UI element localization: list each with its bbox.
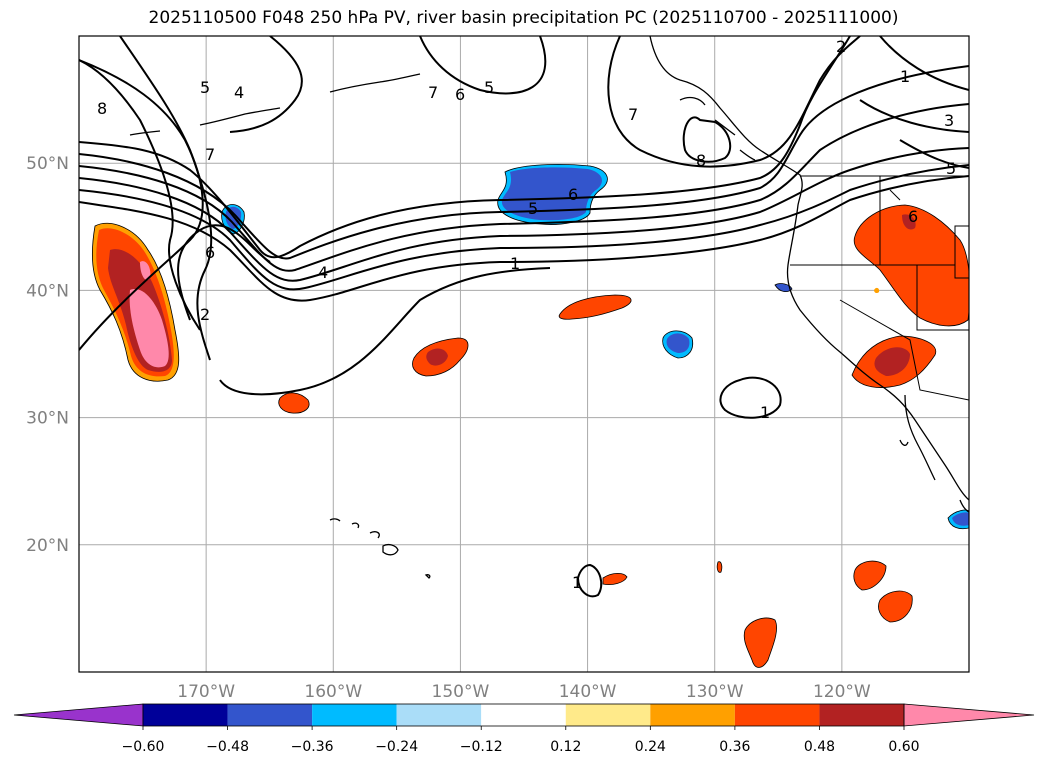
- colorbar-over-extension: [903, 703, 1035, 727]
- coastlines: [129, 36, 969, 579]
- contour-label: 6: [908, 207, 918, 226]
- contour-label: 8: [97, 99, 107, 118]
- contour-label: 1: [510, 254, 520, 273]
- longitude-label: 140°W: [559, 682, 617, 702]
- colorbar-tick-label: 0.36: [719, 739, 750, 755]
- latitude-label: 20°N: [26, 536, 69, 556]
- latitude-label: 50°N: [26, 154, 69, 174]
- contour-label: 5: [484, 78, 494, 97]
- latitude-labels: 20°N 30°N 40°N 50°N: [26, 154, 69, 556]
- contour-label: 6: [205, 243, 215, 262]
- contour-label: 7: [428, 83, 438, 102]
- precip-blob-small-1: [278, 392, 310, 414]
- colorbar-tick-label: −0.60: [122, 739, 165, 755]
- colorbar-tick-label: −0.24: [375, 739, 418, 755]
- contour-label: 1: [900, 67, 910, 86]
- contour-label: 4: [318, 263, 328, 282]
- longitude-labels: 170°W 160°W 150°W 140°W 130°W 120°W: [177, 682, 871, 702]
- colorbar-tick-label: −0.12: [460, 739, 503, 755]
- colorbar-segment: [312, 704, 397, 726]
- colorbar-segment: [396, 704, 482, 726]
- longitude-label: 120°W: [813, 682, 871, 702]
- contour-label: 1: [760, 403, 770, 422]
- longitude-label: 160°W: [304, 682, 362, 702]
- colorbar-tick-label: 0.24: [635, 739, 666, 755]
- latitude-label: 30°N: [26, 409, 69, 429]
- colorbar-tick-label: −0.48: [206, 739, 249, 755]
- precip-blob-south-1: [602, 572, 628, 585]
- colorbar-tick-labels: −0.60 −0.48 −0.36 −0.24 −0.12 0.12 0.24 0.36 0.4…: [122, 726, 920, 755]
- political-borders: [790, 175, 969, 401]
- colorbar-tick-label: 0.12: [550, 739, 581, 755]
- contour-label: 2: [836, 37, 846, 56]
- contour-label: 6: [455, 85, 465, 104]
- colorbar-tick-label: 0.48: [804, 739, 835, 755]
- map-frame: [78, 35, 970, 673]
- longitude-label: 170°W: [177, 682, 235, 702]
- contour-label: 5: [946, 159, 956, 178]
- precip-blob-small-3: [558, 294, 632, 320]
- colorbar-tick-label: 0.60: [888, 739, 919, 755]
- contour-label: 7: [628, 105, 638, 124]
- colorbar-segment: [734, 704, 820, 726]
- map-plot-area: 8 5 4 7 6 5 7 6 4 2 1 3 5 8 6 5 1 6 2 1 …: [79, 36, 969, 672]
- colorbar: [13, 703, 1035, 727]
- colorbar-tick-label: −0.36: [291, 739, 334, 755]
- colorbar-segment: [481, 704, 566, 726]
- contour-label: 3: [944, 111, 954, 130]
- precip-blob-south-3: [743, 617, 777, 668]
- map-title: 2025110500 F048 250 hPa PV, river basin …: [148, 8, 899, 28]
- precip-blob-neg-3: [774, 283, 793, 293]
- colorbar-under-extension: [13, 703, 144, 727]
- precip-blob-south-2: [716, 561, 723, 573]
- longitude-label: 130°W: [686, 682, 744, 702]
- colorbar-frame: [142, 703, 905, 727]
- precip-blob-south-4: [853, 560, 887, 591]
- latitude-label: 40°N: [26, 281, 69, 301]
- contour-label: 5: [200, 78, 210, 97]
- contour-label: 4: [234, 83, 244, 102]
- colorbar-segment: [819, 704, 904, 726]
- contour-label: 1: [572, 573, 582, 592]
- contour-label: 6: [568, 185, 578, 204]
- colorbar-segment: [227, 704, 313, 726]
- contour-label: 8: [696, 151, 706, 170]
- contour-label: 5: [528, 199, 538, 218]
- precip-blob-south-5: [878, 590, 913, 623]
- colorbar-segment: [143, 704, 228, 726]
- pv-contours: [79, 36, 969, 598]
- longitude-label: 150°W: [432, 682, 490, 702]
- colorbar-segment: [565, 704, 651, 726]
- contour-label: 2: [200, 305, 210, 324]
- contour-label: 7: [205, 145, 215, 164]
- pv-contour-labels: 8 5 4 7 6 5 7 6 4 2 1 3 5 8 6 5 1 6 2 1 …: [97, 37, 956, 592]
- colorbar-segment: [650, 704, 735, 726]
